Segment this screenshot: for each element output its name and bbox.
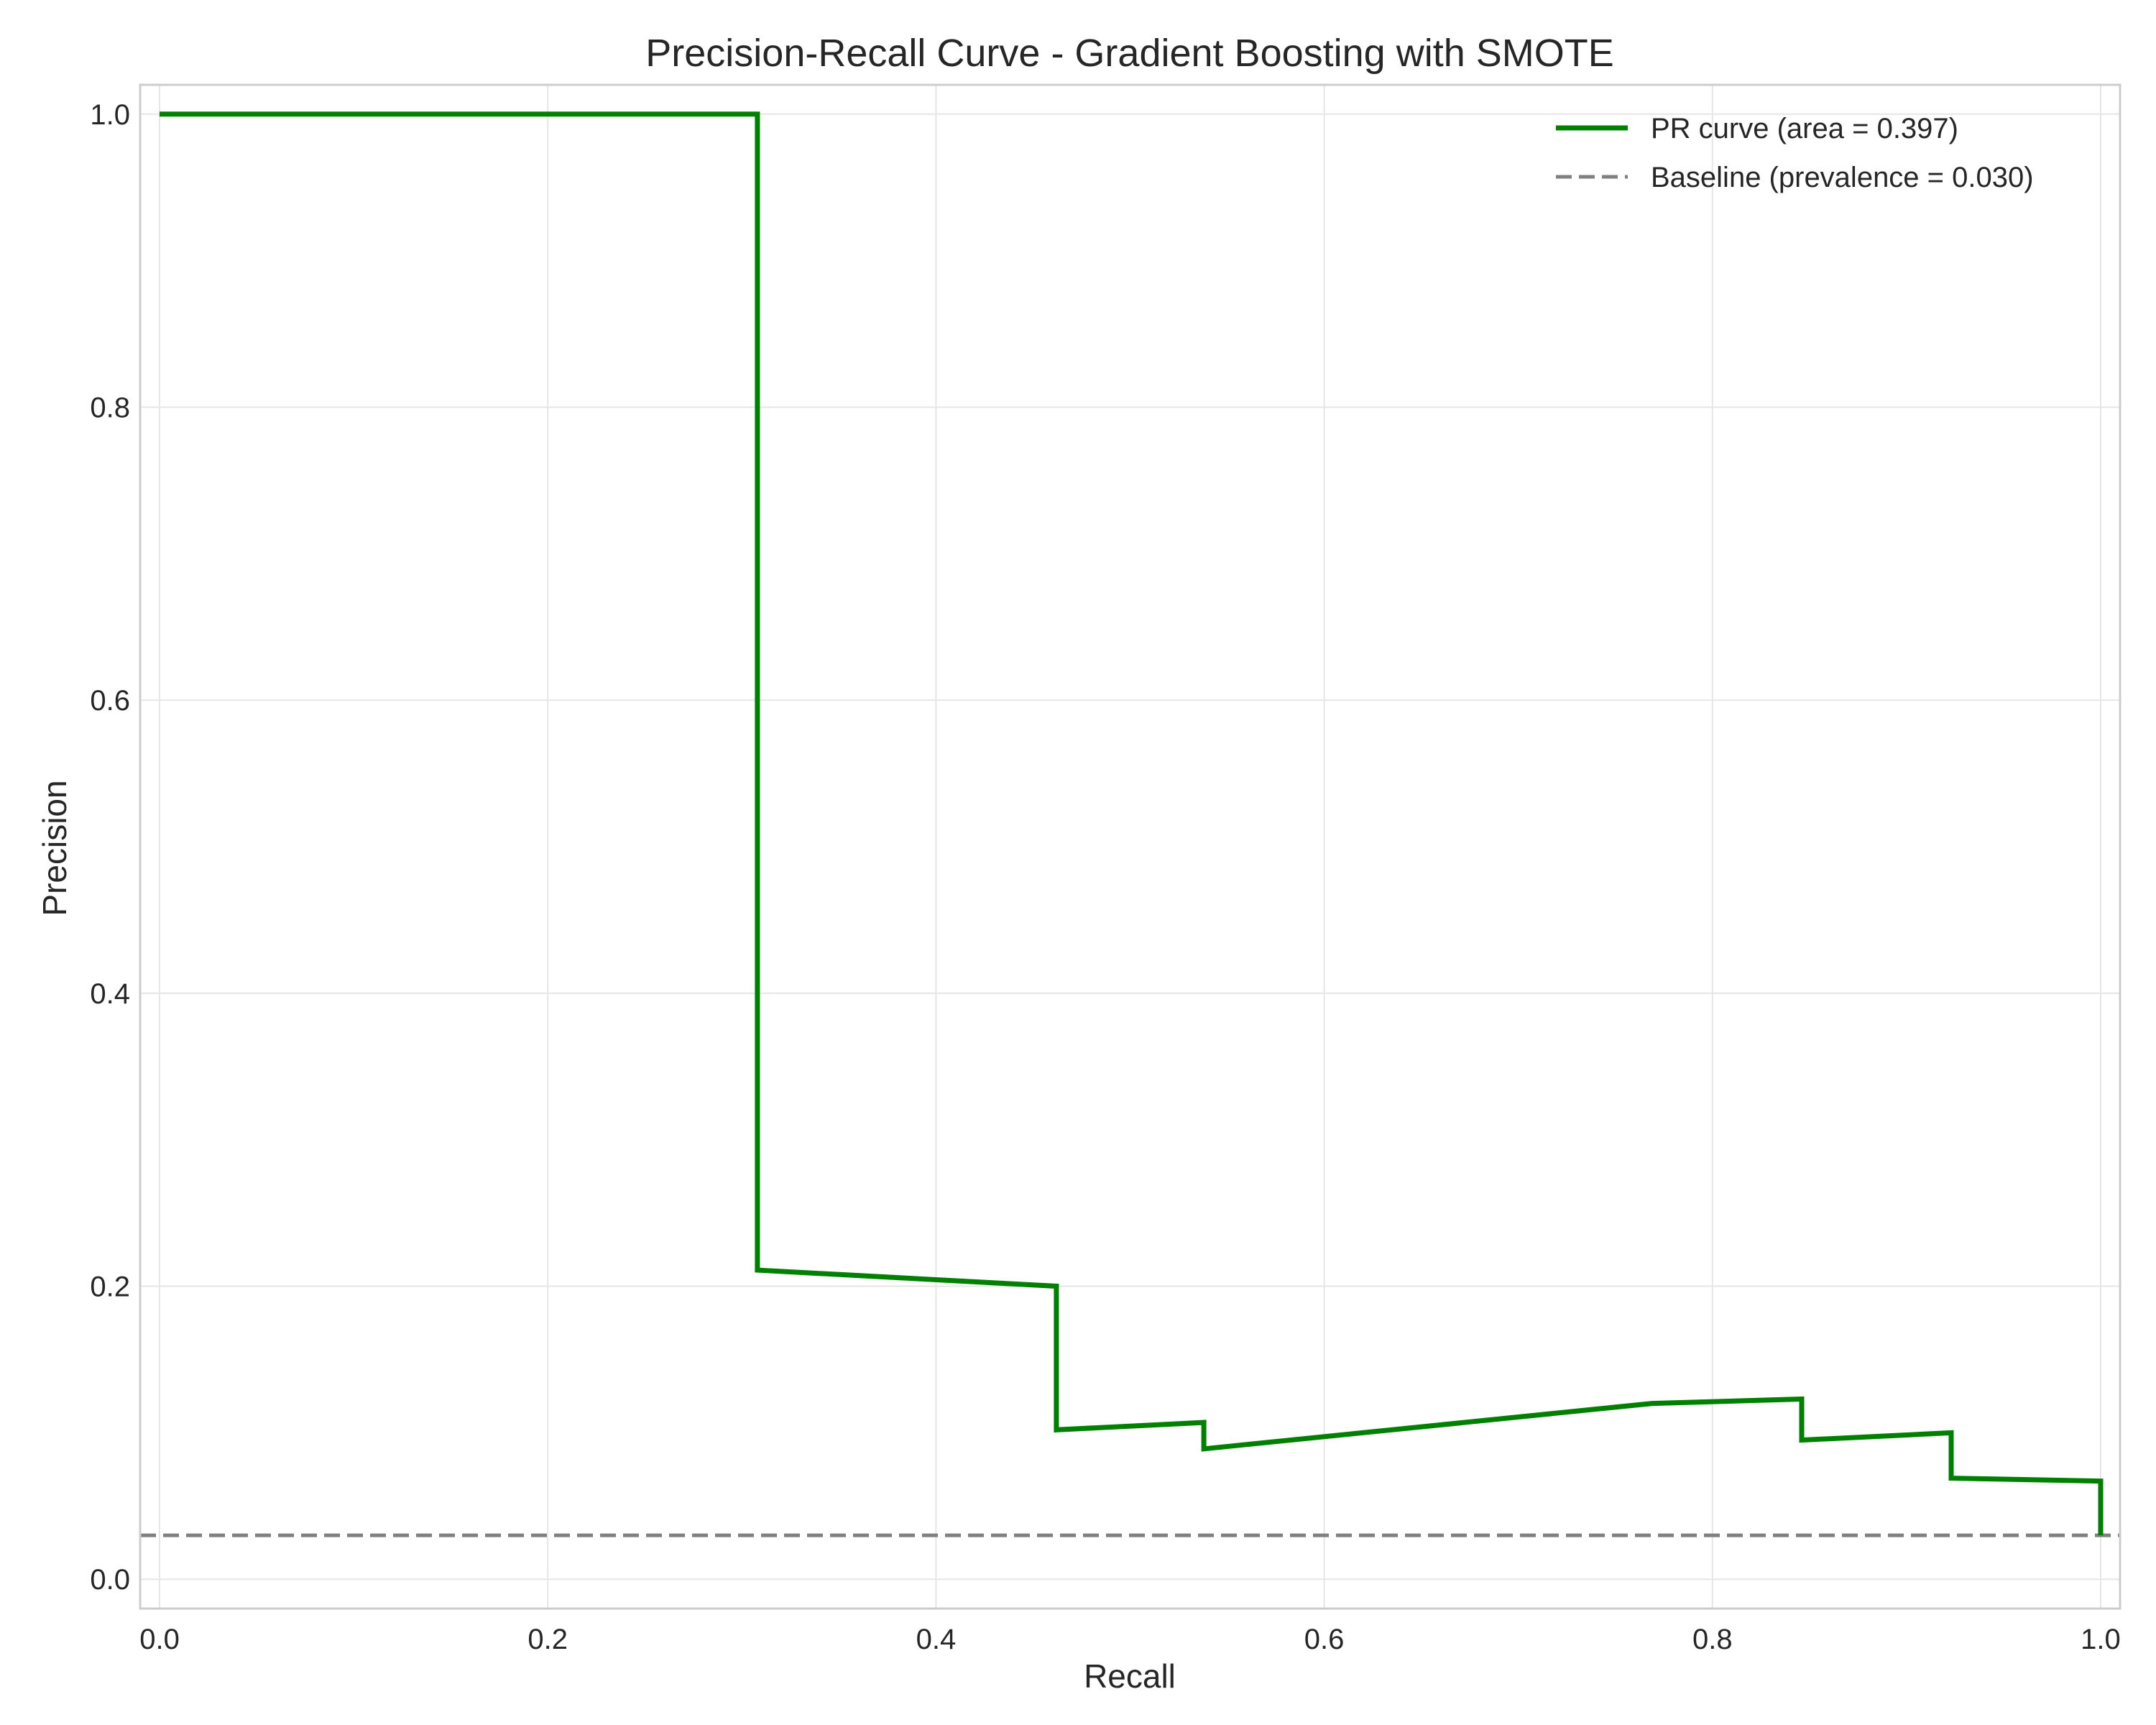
y-tick-label-5: 1.0 (90, 99, 130, 131)
x-tick-label-3: 0.6 (1304, 1624, 1345, 1655)
x-axis-label: Recall (1084, 1657, 1176, 1695)
x-tick-labels: 0.0 0.2 0.4 0.6 0.8 1.0 (139, 1624, 2121, 1655)
legend-label-pr-curve: PR curve (area = 0.397) (1651, 113, 1958, 144)
y-tick-label-0: 0.0 (90, 1564, 130, 1596)
y-tick-labels: 0.0 0.2 0.4 0.6 0.8 1.0 (90, 99, 130, 1596)
y-tick-label-3: 0.6 (90, 685, 130, 717)
x-tick-label-2: 0.4 (916, 1624, 957, 1655)
plot-frame (139, 83, 2122, 1610)
x-tick-label-1: 0.2 (528, 1624, 568, 1655)
y-tick-label-1: 0.2 (90, 1271, 130, 1303)
y-tick-label-4: 0.8 (90, 392, 130, 423)
y-axis-label: Precision (36, 780, 73, 916)
x-tick-label-4: 0.8 (1692, 1624, 1733, 1655)
legend: PR curve (area = 0.397) Baseline (preval… (1556, 113, 2034, 193)
chart-title: Precision-Recall Curve - Gradient Boosti… (645, 32, 1613, 75)
plot-background (140, 85, 2120, 1609)
x-tick-label-0: 0.0 (139, 1624, 180, 1655)
pr-curve-line (160, 111, 2104, 1536)
x-tick-label-5: 1.0 (2081, 1624, 2121, 1655)
legend-label-baseline: Baseline (prevalence = 0.030) (1651, 162, 2034, 193)
y-tick-label-2: 0.4 (90, 978, 130, 1010)
series-lines (140, 111, 2120, 1537)
